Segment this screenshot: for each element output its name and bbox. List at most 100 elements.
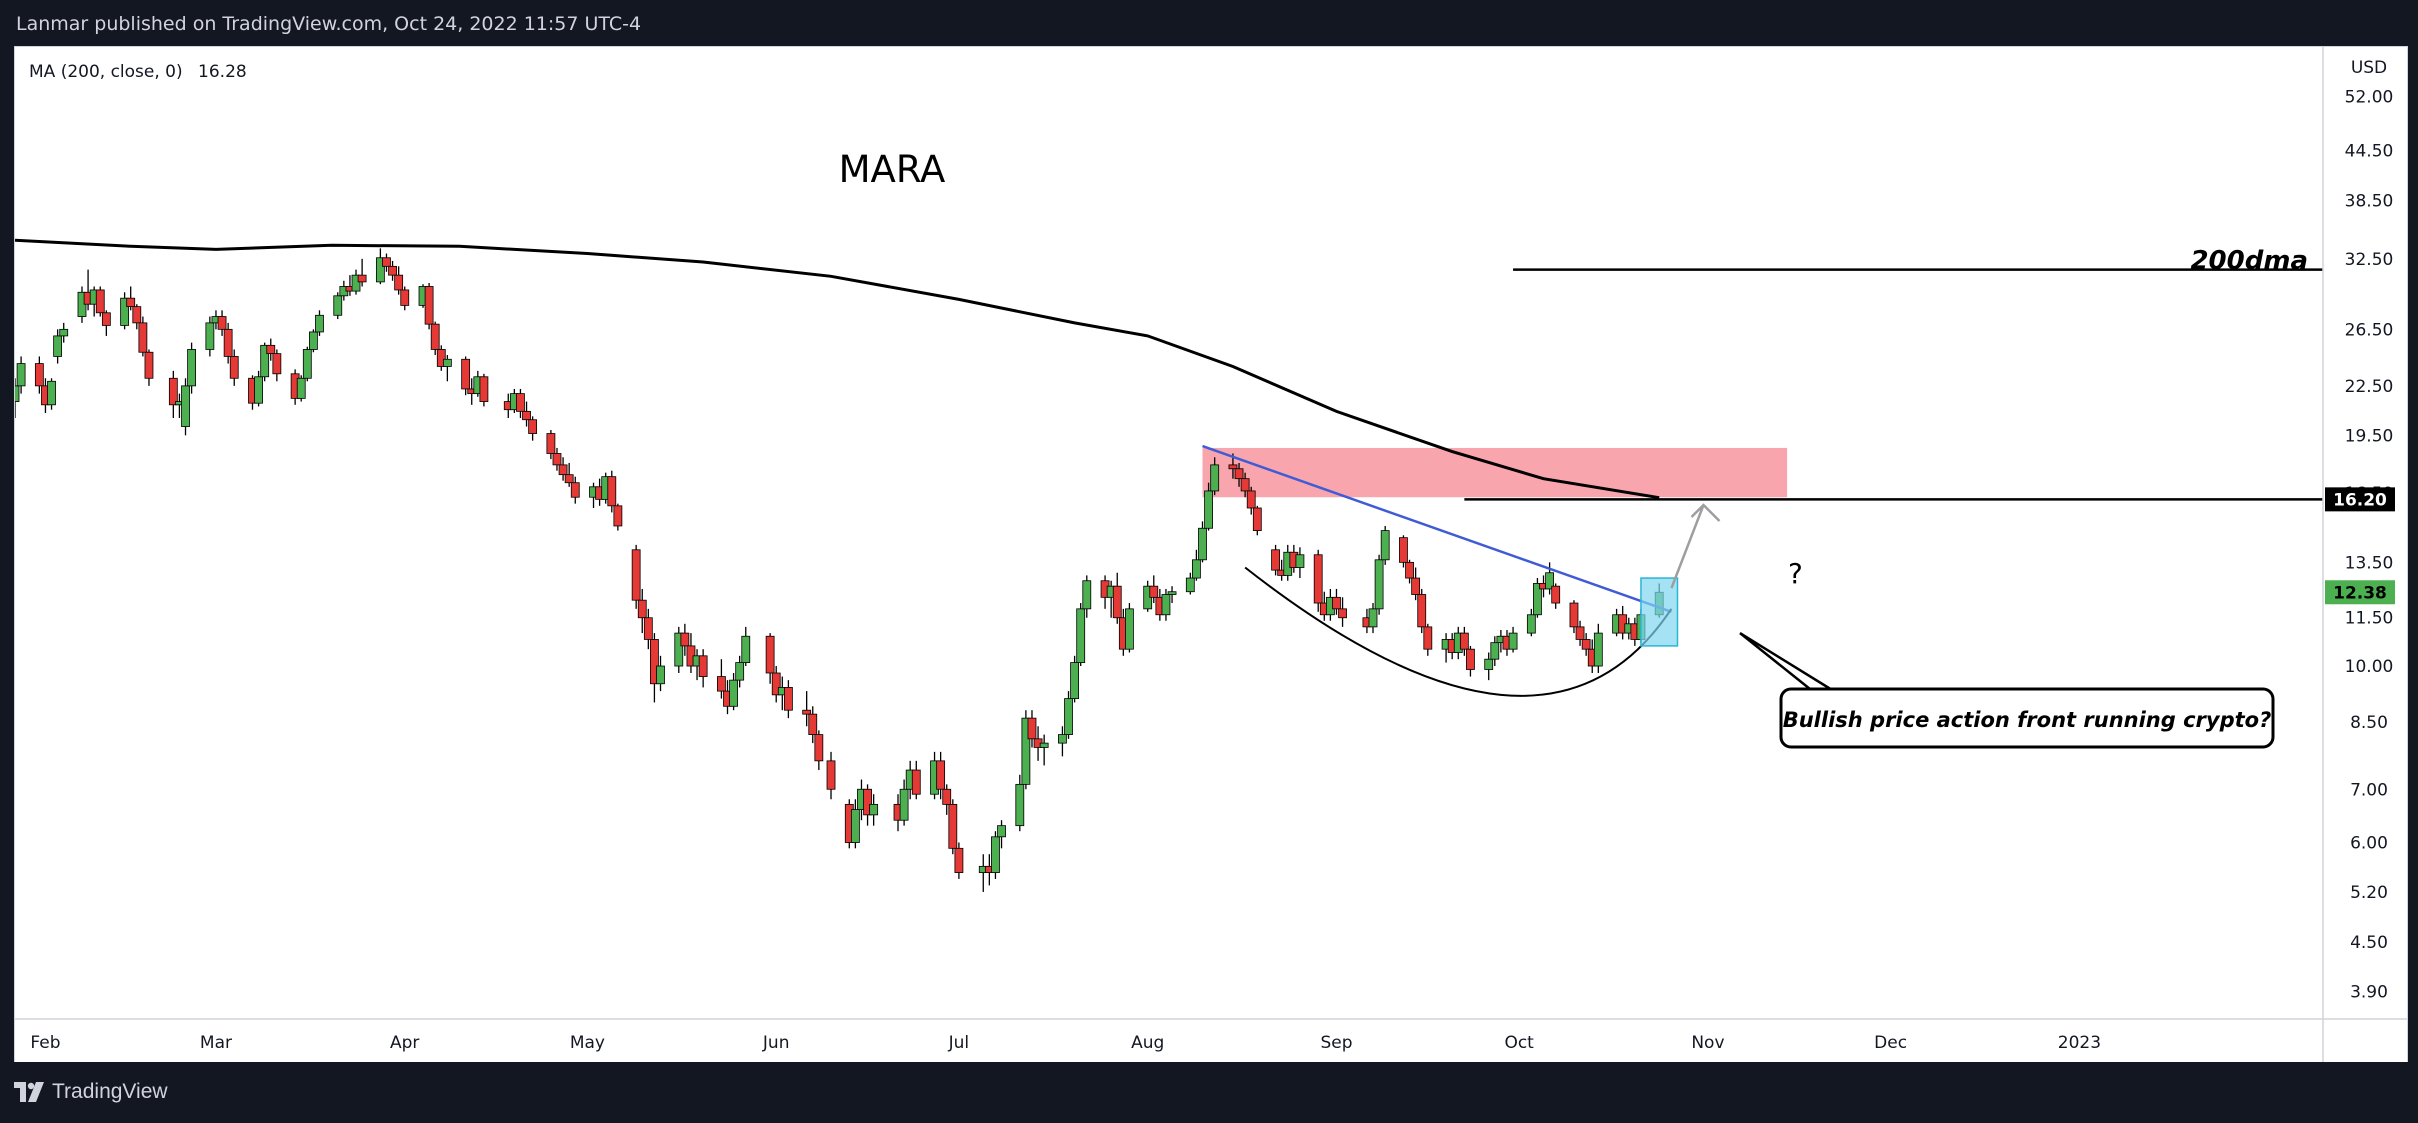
- candle: [613, 503, 623, 531]
- candle-body: [1380, 530, 1390, 561]
- candle-body: [765, 635, 775, 674]
- candle: [1484, 652, 1494, 681]
- y-tick-label: 11.50: [2345, 609, 2394, 629]
- candle: [717, 659, 726, 699]
- candle-body: [479, 376, 489, 402]
- candle-body: [1374, 559, 1384, 610]
- candle: [168, 370, 178, 419]
- x-tick-label: Sep: [1320, 1033, 1352, 1053]
- candle: [266, 338, 276, 361]
- currency-label: USD: [2351, 58, 2387, 78]
- candle-body: [16, 363, 26, 387]
- candle: [948, 799, 958, 855]
- candle: [47, 378, 56, 410]
- candle-body: [272, 353, 282, 375]
- candle-body: [229, 356, 239, 379]
- candle: [814, 730, 824, 771]
- candle: [522, 401, 531, 427]
- candle: [1411, 567, 1421, 601]
- candle: [187, 342, 197, 394]
- tradingview-brand[interactable]: TradingView: [14, 1080, 168, 1104]
- candle-body: [223, 328, 233, 357]
- candle-body: [308, 331, 318, 350]
- chart-frame[interactable]: 52.0044.5038.5032.5026.5022.5019.5016.50…: [10, 46, 2408, 1064]
- candle: [1508, 626, 1518, 653]
- callout-text: Bullish price action front running crypt…: [1783, 708, 2272, 732]
- candle: [1015, 774, 1025, 832]
- y-tick-label: 6.00: [2350, 834, 2388, 854]
- candle: [1027, 710, 1037, 748]
- candle-body: [217, 316, 227, 330]
- candle-body: [570, 482, 580, 498]
- candle-body: [1399, 537, 1408, 563]
- candle: [16, 356, 26, 394]
- candle: [1234, 462, 1244, 487]
- candle: [1240, 472, 1250, 498]
- y-tick-label: 44.50: [2345, 141, 2394, 161]
- candle: [382, 253, 391, 272]
- candle: [607, 470, 617, 513]
- price-chart[interactable]: 52.0044.5038.5032.5026.5022.5019.5016.50…: [10, 47, 2407, 1063]
- candle: [296, 375, 306, 402]
- candle-body: [637, 599, 647, 619]
- x-tick-label: Oct: [1504, 1033, 1534, 1053]
- candle: [850, 799, 860, 849]
- candle-body: [260, 344, 270, 378]
- candle-body: [735, 662, 745, 681]
- question-mark: ?: [1788, 557, 1803, 590]
- candle-body: [656, 665, 665, 685]
- candle: [643, 608, 653, 650]
- candle: [528, 416, 538, 441]
- candle: [911, 760, 921, 800]
- candle-body: [1204, 490, 1213, 529]
- candle: [516, 388, 525, 419]
- indicator-value: 16.28: [198, 62, 247, 82]
- candle-body: [138, 322, 148, 353]
- candle: [59, 322, 69, 343]
- candle-body: [1058, 734, 1067, 744]
- resistance-zone: [1202, 447, 1788, 498]
- candle-body: [911, 769, 921, 795]
- candle: [442, 355, 452, 382]
- candle-body: [528, 419, 538, 434]
- candle-body: [1234, 468, 1244, 480]
- candle-body: [613, 505, 623, 527]
- descending-trendline: [1202, 444, 1672, 613]
- x-tick-label: Dec: [1874, 1033, 1907, 1053]
- candle-body: [1112, 585, 1122, 619]
- candle-body: [1459, 632, 1469, 650]
- candle: [430, 321, 440, 356]
- candle-body: [1039, 742, 1049, 748]
- candle: [570, 476, 580, 504]
- candle: [479, 373, 489, 407]
- projection-arrow-head-icon: [1690, 503, 1721, 522]
- candle-body: [783, 687, 793, 711]
- candle: [808, 706, 818, 744]
- candle: [315, 310, 324, 336]
- price-label-text: 12.38: [2333, 583, 2387, 603]
- y-tick-label: 5.20: [2350, 883, 2388, 903]
- candle: [217, 310, 227, 336]
- indicator-legend[interactable]: MA (200, close, 0) 16.28: [29, 62, 247, 82]
- candle: [1125, 603, 1134, 653]
- candle-body: [315, 314, 324, 333]
- candle-body: [101, 312, 111, 326]
- indicator-name: MA (200, close, 0): [29, 62, 183, 82]
- candle: [741, 626, 751, 667]
- candle-body: [516, 393, 525, 412]
- candle-body: [1149, 585, 1159, 598]
- candle: [1082, 575, 1092, 618]
- candle-body: [144, 351, 154, 379]
- candle-body: [1423, 626, 1433, 650]
- candle-body: [1161, 594, 1171, 616]
- candle: [1593, 623, 1603, 674]
- candle-body: [1082, 580, 1092, 610]
- candle-body: [430, 323, 440, 350]
- candle: [637, 588, 647, 634]
- candle-body: [942, 788, 952, 805]
- y-tick-label: 26.50: [2345, 320, 2394, 340]
- callout-pointer: [1739, 632, 1838, 695]
- candle-body: [266, 344, 276, 355]
- candle-body: [126, 297, 136, 308]
- candle: [229, 349, 239, 386]
